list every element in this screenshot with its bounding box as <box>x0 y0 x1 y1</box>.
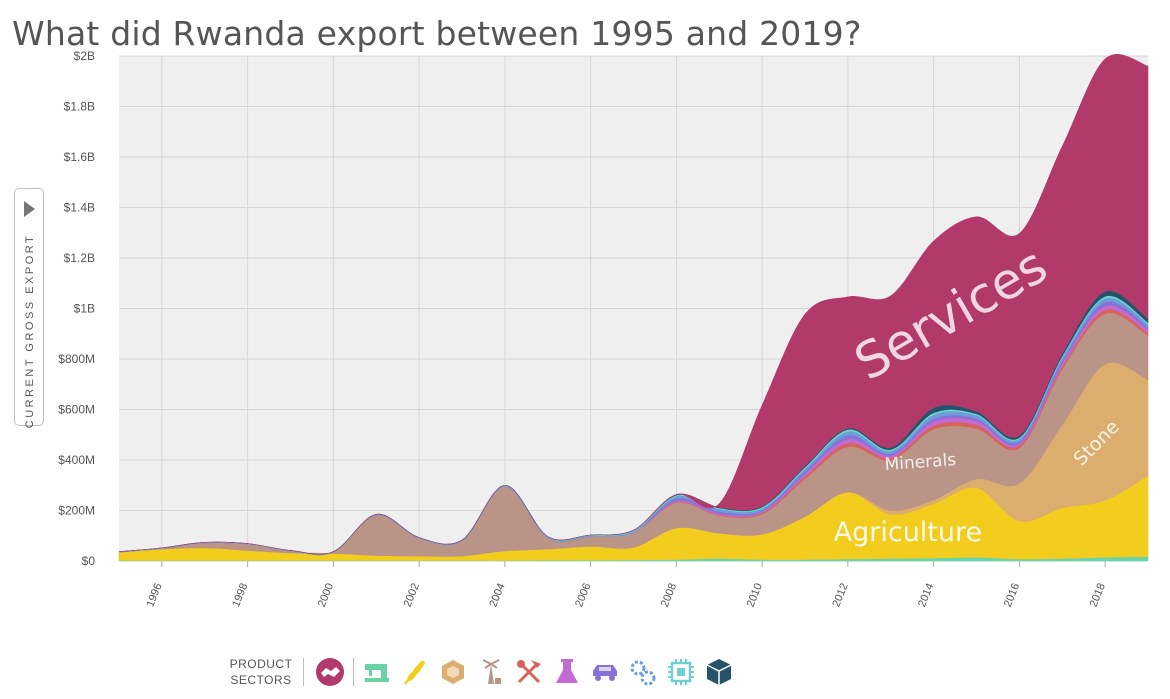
sector-button-machinery[interactable] <box>626 655 660 689</box>
electronics-icon <box>668 659 694 685</box>
x-tick-label: 2006 <box>573 582 593 609</box>
y-tick-label: $400M <box>58 453 95 467</box>
y-tick-label: $1B <box>74 302 95 316</box>
y-tick-label: $800M <box>58 352 95 366</box>
y-tick-label: $200M <box>58 504 95 518</box>
sector-button-stone[interactable] <box>436 655 470 689</box>
sector-button-metals[interactable] <box>512 655 546 689</box>
legend-divider <box>303 658 304 686</box>
stone-icon <box>442 660 464 684</box>
x-tick-label: 1996 <box>144 582 164 609</box>
play-arrow-icon <box>24 201 35 217</box>
vehicles-icon <box>593 665 617 681</box>
textiles-icon <box>365 664 389 682</box>
x-tick-label: 2004 <box>487 582 507 609</box>
y-tick-label: $2B <box>74 49 95 63</box>
metals-icon <box>517 660 541 684</box>
agriculture-icon <box>404 660 425 685</box>
y-tick-label: $1.6B <box>64 150 95 164</box>
x-tick-label: 2008 <box>659 582 679 609</box>
sector-button-other[interactable] <box>702 655 736 689</box>
product-sectors-legend: PRODUCT SECTORS <box>228 652 740 692</box>
y-tick-label: $0 <box>82 554 96 568</box>
other-icon <box>706 659 732 685</box>
machinery-icon <box>630 660 656 686</box>
y-tick-label: $1.4B <box>64 201 95 215</box>
annotation-agriculture: Agriculture <box>834 517 983 548</box>
y-tick-label: $600M <box>58 403 95 417</box>
y-axis-selector[interactable]: CURRENT GROSS EXPORT <box>14 188 44 428</box>
x-tick-label: 2000 <box>316 582 336 609</box>
x-tick-label: 1998 <box>230 582 250 609</box>
x-tick-label: 2010 <box>745 582 765 609</box>
x-tick-label: 2018 <box>1088 582 1108 609</box>
sector-button-services[interactable] <box>313 655 347 689</box>
page-title: What did Rwanda export between 1995 and … <box>12 14 862 53</box>
sector-button-minerals[interactable] <box>474 655 508 689</box>
chemicals-icon <box>556 659 578 683</box>
area-services <box>118 54 1149 555</box>
sector-button-chemicals[interactable] <box>550 655 584 689</box>
sector-button-vehicles[interactable] <box>588 655 622 689</box>
sector-button-agriculture[interactable] <box>398 655 432 689</box>
x-tick-label: 2016 <box>1002 582 1022 609</box>
minerals-icon <box>482 659 501 684</box>
sector-button-textiles[interactable] <box>360 655 394 689</box>
x-tick-label: 2014 <box>916 582 936 609</box>
legend-divider <box>353 658 354 686</box>
y-tick-label: $1.8B <box>64 100 95 114</box>
x-tick-label: 2012 <box>830 582 850 609</box>
sector-button-electronics[interactable] <box>664 655 698 689</box>
y-tick-label: $1.2B <box>64 251 95 265</box>
legend-label: PRODUCT SECTORS <box>229 657 293 687</box>
x-tick-label: 2002 <box>402 582 422 609</box>
services-icon <box>316 658 344 686</box>
annotation-minerals: Minerals <box>884 450 957 475</box>
